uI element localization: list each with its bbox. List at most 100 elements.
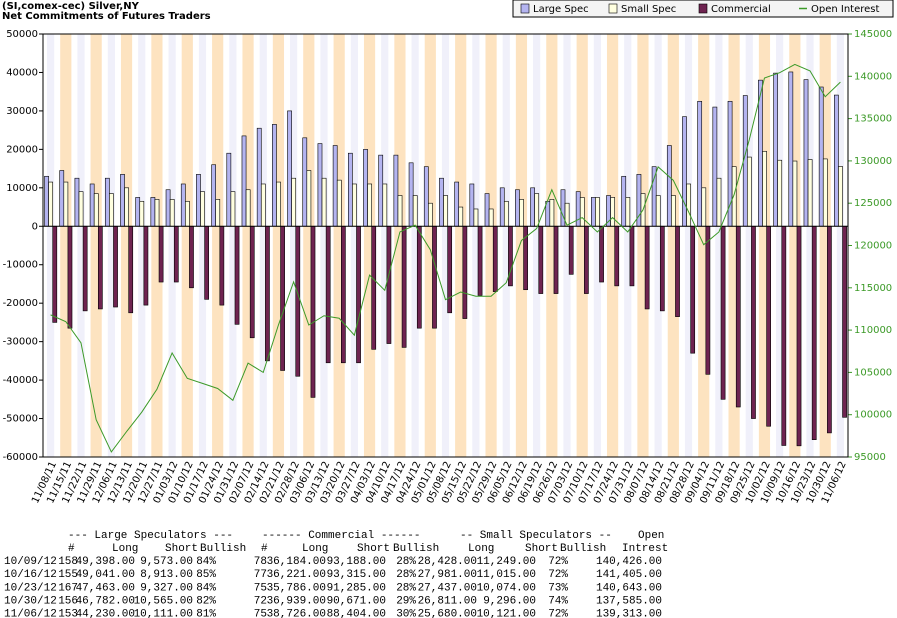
bar <box>67 225 73 329</box>
legend-swatch <box>520 3 530 14</box>
table-cell: 90,671.00 <box>327 596 386 608</box>
y2-tick-label: 130000 <box>854 156 892 167</box>
table-column-header: Short <box>525 543 558 555</box>
bar <box>720 225 726 400</box>
table-cell: 28% <box>396 582 416 594</box>
stripe <box>212 34 224 457</box>
bar <box>621 175 627 227</box>
stripe <box>138 34 146 457</box>
stripe <box>90 34 102 457</box>
bar <box>807 159 813 227</box>
bar <box>93 193 99 227</box>
table-cell: 10,121.00 <box>477 609 536 618</box>
bar <box>766 225 771 427</box>
table-column-header: Long <box>112 543 138 555</box>
table-cell: 72% <box>548 609 568 618</box>
bar <box>310 225 316 398</box>
table-cell: 84% <box>196 556 216 568</box>
bar <box>408 162 414 227</box>
bar <box>697 100 703 227</box>
bar <box>295 225 301 377</box>
stripe <box>728 34 740 457</box>
bar <box>530 187 535 227</box>
table-cell: 25,680.00 <box>418 609 477 618</box>
bar <box>416 225 422 329</box>
bar <box>458 206 464 227</box>
table-cell: 28% <box>396 569 416 581</box>
bar <box>158 225 164 283</box>
bar <box>150 197 156 227</box>
bar <box>659 225 665 312</box>
bar <box>215 199 221 227</box>
bar <box>838 166 843 227</box>
stripe <box>745 34 753 457</box>
table-cell: 137,585.00 <box>596 596 662 608</box>
table-cell: 49,398.00 <box>76 556 135 568</box>
bar <box>245 189 251 227</box>
bar <box>655 195 661 227</box>
bar <box>306 170 312 227</box>
bar <box>584 225 589 294</box>
y-tick-label: -30000 <box>3 337 38 348</box>
bar <box>302 137 308 227</box>
table-cell: 49,041.00 <box>76 569 135 581</box>
bar <box>97 225 103 310</box>
y-tick-label: -50000 <box>3 414 38 425</box>
table-cell: 10/16/12 <box>4 569 57 581</box>
bar <box>412 195 418 227</box>
table-cell: 36,221.00 <box>267 569 326 581</box>
y2-tick-label: 140000 <box>854 71 892 82</box>
stripe <box>563 34 571 457</box>
y2-tick-label: 120000 <box>854 241 892 252</box>
bar <box>568 225 574 275</box>
legend-label: Small Spec <box>621 4 676 15</box>
bar <box>712 106 718 227</box>
table-column-header: # <box>68 543 75 555</box>
bar <box>473 208 479 227</box>
bar <box>226 152 232 227</box>
table-cell: 8,913.00 <box>140 569 193 581</box>
bar <box>705 225 711 375</box>
table-group-header: Open <box>638 530 664 542</box>
table-cell: 139,313.00 <box>596 609 662 618</box>
y2-tick-label: 100000 <box>854 410 892 421</box>
table-group-header: -- Small Speculators -- <box>460 530 612 542</box>
bar <box>397 195 403 227</box>
bar <box>735 225 741 408</box>
stripe <box>60 34 72 457</box>
bar <box>811 225 817 440</box>
bar <box>74 177 80 227</box>
y2-tick-label: 125000 <box>854 198 892 209</box>
stripe <box>758 34 771 457</box>
bar <box>762 150 767 227</box>
table-cell: 36,939.00 <box>267 596 326 608</box>
bar <box>352 183 357 227</box>
table-column-header: Bullish <box>200 543 246 555</box>
bar <box>230 191 236 227</box>
stripe <box>441 34 450 457</box>
table-cell: 11,249.00 <box>477 556 536 568</box>
table-column-header: Short <box>357 543 390 555</box>
bar <box>89 183 95 227</box>
bar <box>204 225 210 300</box>
bar <box>428 202 433 227</box>
table-cell: 75 <box>254 582 267 594</box>
bar <box>534 193 540 227</box>
legend-swatch <box>698 3 708 14</box>
bar <box>629 225 635 287</box>
bar <box>173 225 179 283</box>
bar <box>560 189 566 227</box>
stripe <box>806 34 814 457</box>
bar <box>325 225 331 364</box>
bar <box>291 177 297 227</box>
y-tick-label: 50000 <box>6 29 38 40</box>
table-column-header: # <box>261 543 268 555</box>
bar <box>614 225 620 287</box>
table-cell: 93,188.00 <box>327 556 386 568</box>
stripe <box>272 34 285 457</box>
stripe <box>819 34 831 457</box>
table-column-header: Bullish <box>560 543 606 555</box>
bar <box>423 166 429 227</box>
line-series <box>50 63 841 453</box>
table-column-header: Short <box>165 543 198 555</box>
